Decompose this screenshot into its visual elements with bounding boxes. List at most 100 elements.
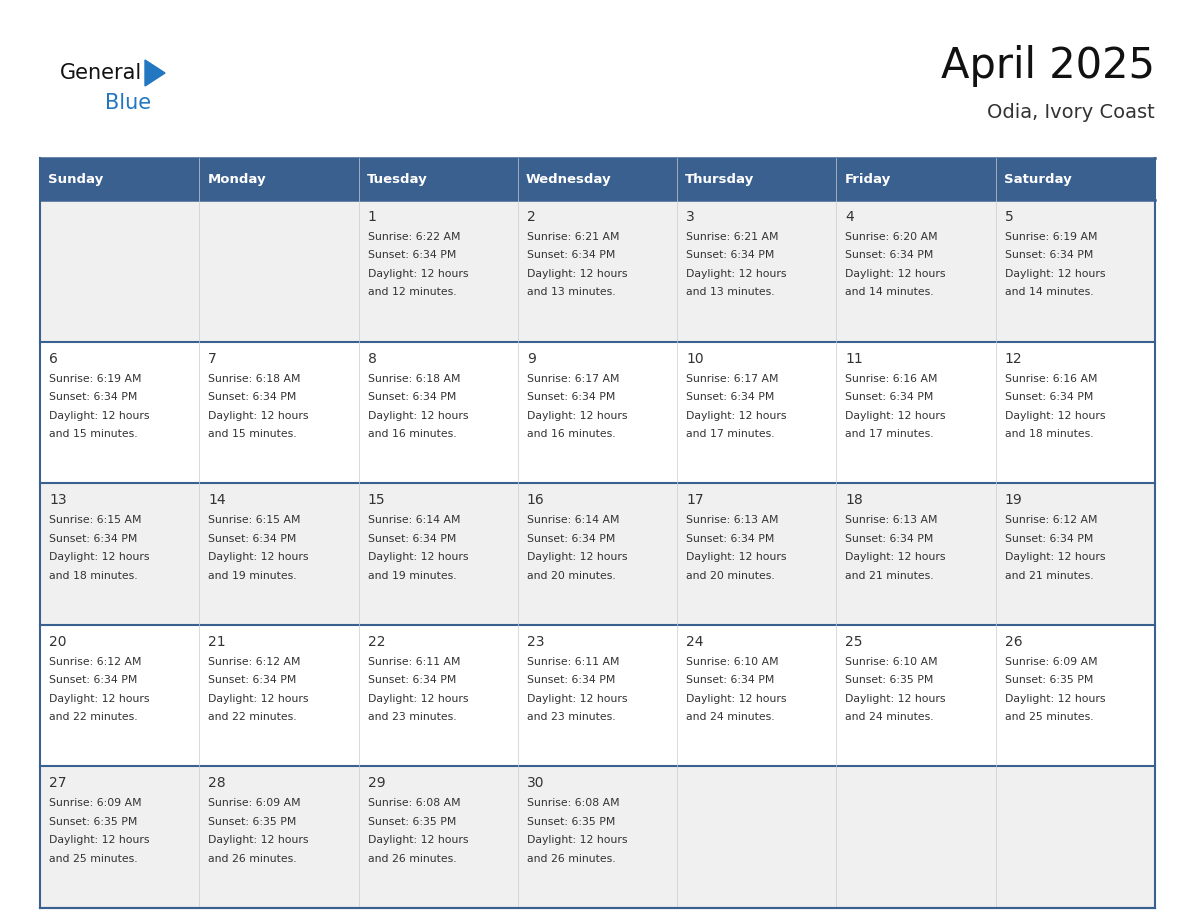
Text: and 19 minutes.: and 19 minutes. xyxy=(208,571,297,581)
Text: Sunrise: 6:12 AM: Sunrise: 6:12 AM xyxy=(49,656,141,666)
Text: and 20 minutes.: and 20 minutes. xyxy=(526,571,615,581)
Text: Sunrise: 6:14 AM: Sunrise: 6:14 AM xyxy=(367,515,460,525)
Text: Tuesday: Tuesday xyxy=(367,173,428,185)
Text: 7: 7 xyxy=(208,352,217,365)
Text: 20: 20 xyxy=(49,635,67,649)
Text: Sunrise: 6:22 AM: Sunrise: 6:22 AM xyxy=(367,232,460,242)
Text: and 19 minutes.: and 19 minutes. xyxy=(367,571,456,581)
Text: Saturday: Saturday xyxy=(1004,173,1072,185)
Bar xyxy=(996,483,1155,625)
Bar xyxy=(40,341,200,483)
Text: Daylight: 12 hours: Daylight: 12 hours xyxy=(526,835,627,845)
Text: Sunset: 6:35 PM: Sunset: 6:35 PM xyxy=(49,817,138,827)
Text: and 13 minutes.: and 13 minutes. xyxy=(687,287,775,297)
Bar xyxy=(996,200,1155,341)
Text: Daylight: 12 hours: Daylight: 12 hours xyxy=(49,410,150,420)
Text: Sunrise: 6:21 AM: Sunrise: 6:21 AM xyxy=(526,232,619,242)
Text: Sunset: 6:34 PM: Sunset: 6:34 PM xyxy=(687,533,775,543)
Text: 30: 30 xyxy=(526,777,544,790)
Text: Thursday: Thursday xyxy=(685,173,754,185)
Text: Sunrise: 6:15 AM: Sunrise: 6:15 AM xyxy=(49,515,141,525)
Text: April 2025: April 2025 xyxy=(941,45,1155,87)
Text: 10: 10 xyxy=(687,352,703,365)
Text: Sunset: 6:34 PM: Sunset: 6:34 PM xyxy=(208,676,297,686)
Text: 28: 28 xyxy=(208,777,226,790)
Text: 15: 15 xyxy=(367,493,385,508)
Text: Sunset: 6:35 PM: Sunset: 6:35 PM xyxy=(1005,676,1093,686)
Bar xyxy=(836,767,996,908)
Text: and 23 minutes.: and 23 minutes. xyxy=(367,712,456,722)
Text: Daylight: 12 hours: Daylight: 12 hours xyxy=(367,553,468,562)
Text: Sunset: 6:34 PM: Sunset: 6:34 PM xyxy=(687,676,775,686)
Bar xyxy=(40,158,200,200)
Text: and 22 minutes.: and 22 minutes. xyxy=(208,712,297,722)
Text: Daylight: 12 hours: Daylight: 12 hours xyxy=(526,269,627,279)
Bar xyxy=(40,767,200,908)
Text: and 25 minutes.: and 25 minutes. xyxy=(1005,712,1093,722)
Text: Daylight: 12 hours: Daylight: 12 hours xyxy=(208,694,309,704)
Text: Sunrise: 6:10 AM: Sunrise: 6:10 AM xyxy=(687,656,779,666)
Text: Daylight: 12 hours: Daylight: 12 hours xyxy=(49,835,150,845)
Text: and 25 minutes.: and 25 minutes. xyxy=(49,854,138,864)
Text: and 21 minutes.: and 21 minutes. xyxy=(1005,571,1093,581)
Text: Sunrise: 6:21 AM: Sunrise: 6:21 AM xyxy=(687,232,778,242)
Text: and 15 minutes.: and 15 minutes. xyxy=(49,429,138,439)
Text: Daylight: 12 hours: Daylight: 12 hours xyxy=(1005,553,1105,562)
Text: Sunset: 6:34 PM: Sunset: 6:34 PM xyxy=(367,533,456,543)
Bar xyxy=(200,625,359,767)
Bar xyxy=(518,200,677,341)
Text: 13: 13 xyxy=(49,493,67,508)
Text: Sunset: 6:34 PM: Sunset: 6:34 PM xyxy=(687,251,775,261)
Text: 14: 14 xyxy=(208,493,226,508)
Text: Sunrise: 6:19 AM: Sunrise: 6:19 AM xyxy=(1005,232,1098,242)
Text: Daylight: 12 hours: Daylight: 12 hours xyxy=(687,694,786,704)
Text: 26: 26 xyxy=(1005,635,1023,649)
Text: Odia, Ivory Coast: Odia, Ivory Coast xyxy=(987,104,1155,122)
Text: Sunrise: 6:17 AM: Sunrise: 6:17 AM xyxy=(687,374,778,384)
Polygon shape xyxy=(145,60,165,86)
Text: Sunrise: 6:11 AM: Sunrise: 6:11 AM xyxy=(526,656,619,666)
Text: Sunrise: 6:15 AM: Sunrise: 6:15 AM xyxy=(208,515,301,525)
Text: 25: 25 xyxy=(846,635,862,649)
Bar xyxy=(677,158,836,200)
Text: Sunrise: 6:12 AM: Sunrise: 6:12 AM xyxy=(1005,515,1098,525)
Text: and 17 minutes.: and 17 minutes. xyxy=(687,429,775,439)
Text: Daylight: 12 hours: Daylight: 12 hours xyxy=(49,553,150,562)
Text: Sunset: 6:34 PM: Sunset: 6:34 PM xyxy=(367,251,456,261)
Text: 1: 1 xyxy=(367,210,377,224)
Bar xyxy=(518,767,677,908)
Text: Sunset: 6:34 PM: Sunset: 6:34 PM xyxy=(208,533,297,543)
Text: Daylight: 12 hours: Daylight: 12 hours xyxy=(687,553,786,562)
Text: 4: 4 xyxy=(846,210,854,224)
Text: and 23 minutes.: and 23 minutes. xyxy=(526,712,615,722)
Text: 17: 17 xyxy=(687,493,703,508)
Text: 23: 23 xyxy=(526,635,544,649)
Text: Daylight: 12 hours: Daylight: 12 hours xyxy=(1005,410,1105,420)
Text: Sunset: 6:34 PM: Sunset: 6:34 PM xyxy=(208,392,297,402)
Bar xyxy=(359,200,518,341)
Bar xyxy=(200,341,359,483)
Bar xyxy=(836,158,996,200)
Bar xyxy=(677,767,836,908)
Text: and 14 minutes.: and 14 minutes. xyxy=(846,287,934,297)
Text: Sunrise: 6:16 AM: Sunrise: 6:16 AM xyxy=(1005,374,1098,384)
Text: 27: 27 xyxy=(49,777,67,790)
Text: Daylight: 12 hours: Daylight: 12 hours xyxy=(846,269,946,279)
Bar xyxy=(677,341,836,483)
Bar xyxy=(836,625,996,767)
Text: Sunset: 6:34 PM: Sunset: 6:34 PM xyxy=(687,392,775,402)
Bar xyxy=(836,200,996,341)
Text: and 18 minutes.: and 18 minutes. xyxy=(1005,429,1093,439)
Text: Daylight: 12 hours: Daylight: 12 hours xyxy=(1005,694,1105,704)
Text: and 17 minutes.: and 17 minutes. xyxy=(846,429,934,439)
Bar xyxy=(40,625,200,767)
Text: Sunset: 6:34 PM: Sunset: 6:34 PM xyxy=(846,251,934,261)
Text: 11: 11 xyxy=(846,352,864,365)
Text: Sunset: 6:34 PM: Sunset: 6:34 PM xyxy=(526,392,615,402)
Text: Daylight: 12 hours: Daylight: 12 hours xyxy=(846,553,946,562)
Text: Sunset: 6:35 PM: Sunset: 6:35 PM xyxy=(367,817,456,827)
Text: 8: 8 xyxy=(367,352,377,365)
Text: Daylight: 12 hours: Daylight: 12 hours xyxy=(208,553,309,562)
Bar xyxy=(359,767,518,908)
Text: General: General xyxy=(61,63,143,83)
